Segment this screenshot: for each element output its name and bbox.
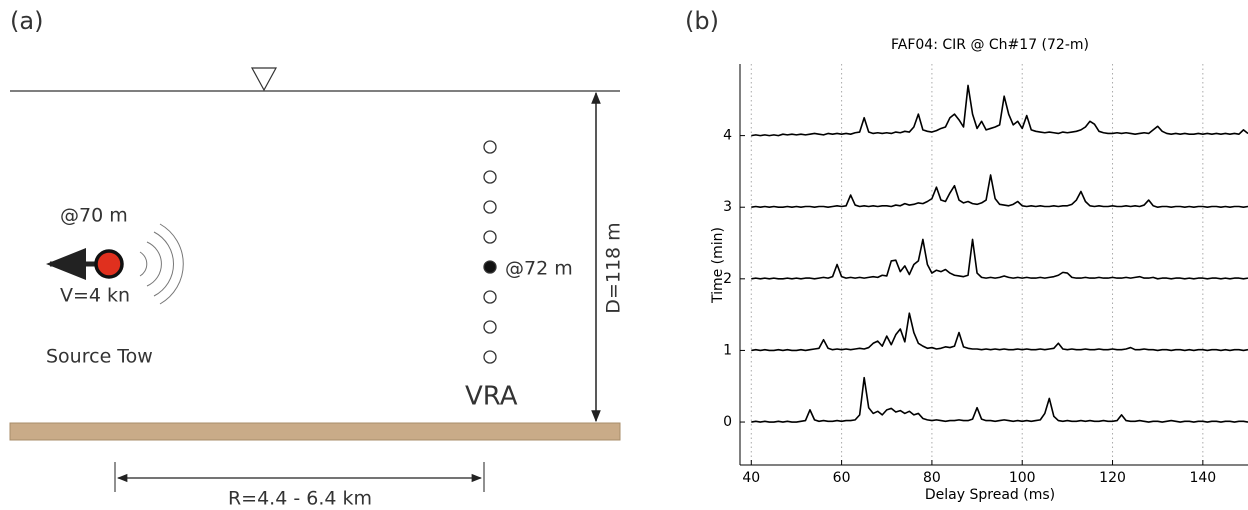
- depth-label: D=118 m: [603, 222, 625, 313]
- receiver-depth: @72 m: [505, 258, 573, 280]
- tow-speed: V=4 kn: [60, 285, 130, 307]
- cir-trace: [751, 376, 1248, 423]
- y-tick-label: 4: [723, 128, 732, 144]
- panel-label: (b): [685, 7, 719, 35]
- source: [94, 249, 124, 279]
- x-tick-label: 100: [1009, 470, 1036, 486]
- y-tick-label: 0: [723, 414, 732, 430]
- y-tick-label: 1: [723, 342, 732, 358]
- array-label: VRA: [465, 382, 518, 412]
- source-label: Source Tow: [46, 346, 153, 368]
- cir-trace: [751, 174, 1248, 209]
- y-tick-label: 3: [723, 199, 732, 215]
- x-tick-label: 60: [833, 470, 851, 486]
- cir-trace: [751, 312, 1248, 352]
- surface-marker: [250, 67, 278, 92]
- receivers: [483, 140, 497, 364]
- panel-label: (a): [10, 7, 43, 35]
- x-tick-label: 140: [1189, 470, 1216, 486]
- seabed: [9, 422, 621, 441]
- x-tick-label: 120: [1099, 470, 1126, 486]
- cir-trace: [751, 84, 1248, 137]
- range-label: R=4.4 - 6.4 km: [228, 488, 372, 510]
- x-tick-label: 40: [742, 470, 760, 486]
- x-axis-label: Delay Spread (ms): [925, 487, 1055, 503]
- y-axis-label: Time (min): [710, 227, 726, 304]
- chart-title: FAF04: CIR @ Ch#17 (72-m): [891, 37, 1089, 53]
- cir-trace: [751, 238, 1248, 280]
- source-depth: @70 m: [60, 205, 128, 227]
- chart: (b) FAF04: CIR @ Ch#17 (72-m) Delay Spre…: [685, 7, 1248, 503]
- sound-waves: [139, 223, 184, 305]
- diagram: (a) D=118 m @72 m VRA @70 m V=4 kn Sourc…: [9, 7, 625, 510]
- y-tick-label: 2: [723, 271, 732, 287]
- x-tick-label: 80: [923, 470, 941, 486]
